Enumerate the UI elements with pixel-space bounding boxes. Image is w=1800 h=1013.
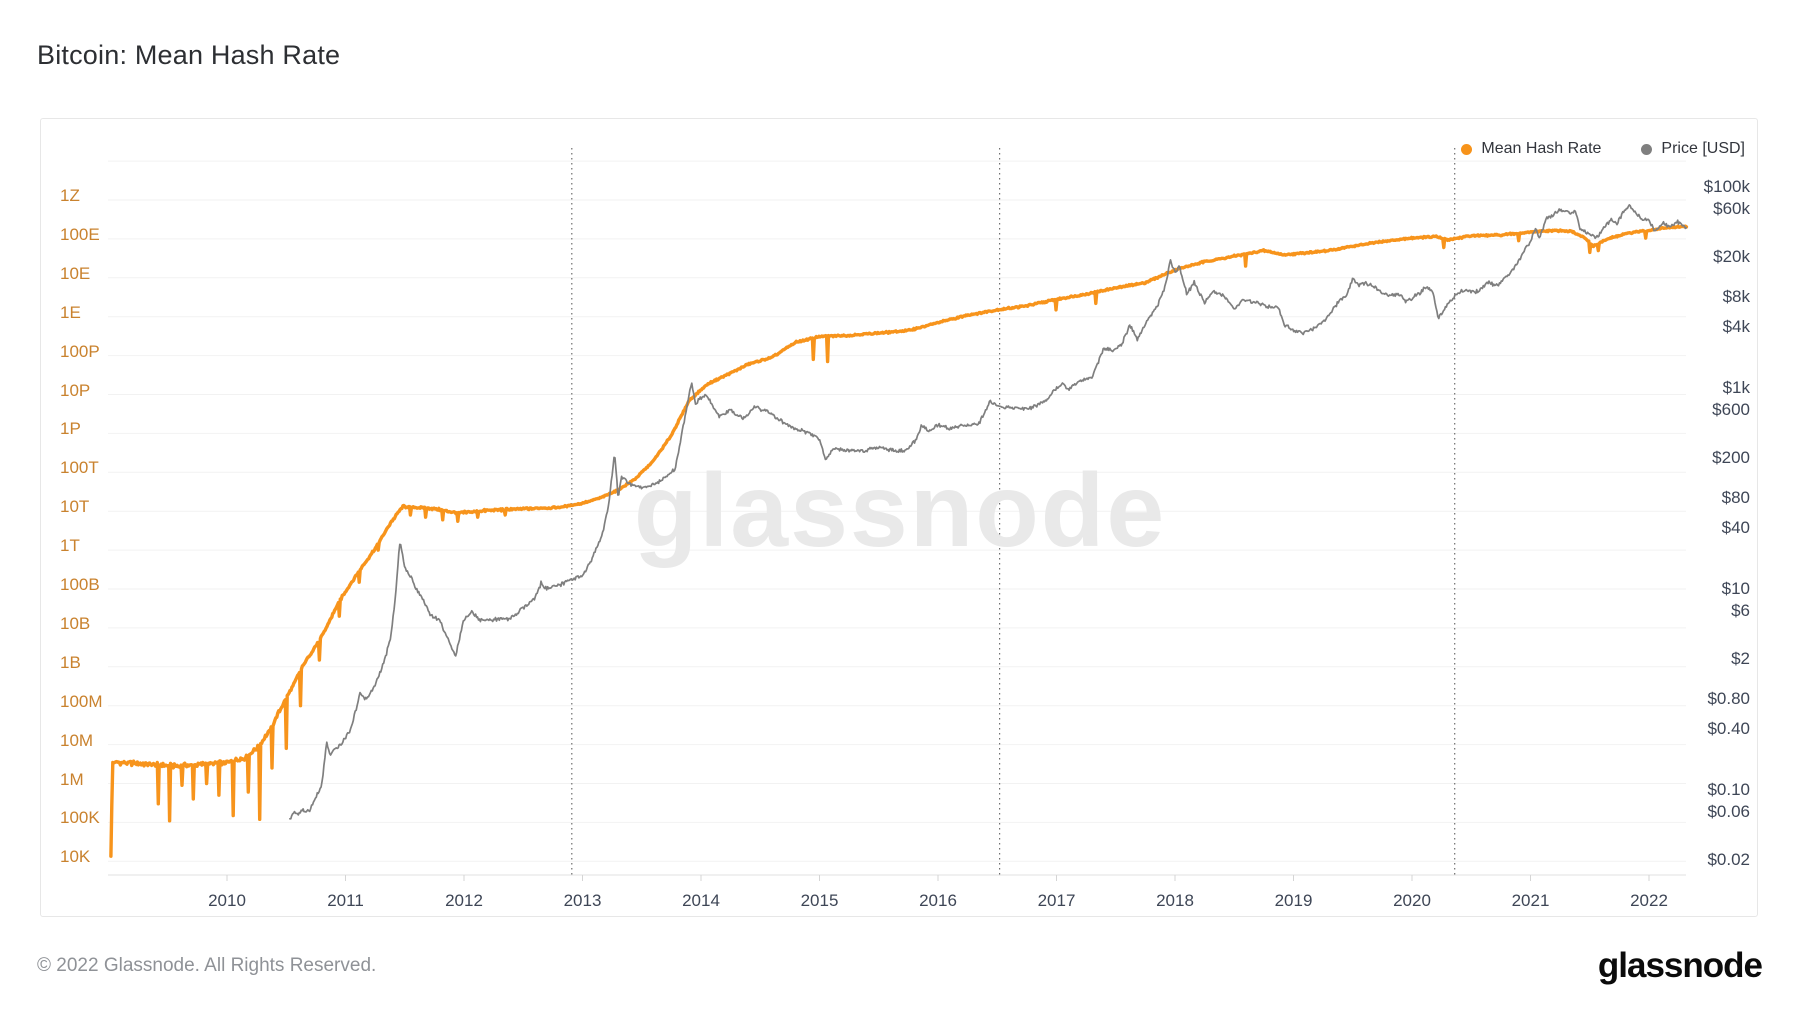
y-left-tick-label: 10P: [60, 380, 91, 400]
y-right-tick-label: $6: [1731, 601, 1750, 621]
legend-label-price-usd: Price [USD]: [1661, 140, 1745, 157]
y-right-tick-label: $0.10: [1707, 780, 1750, 799]
y-left-tick-label: 100P: [60, 341, 100, 361]
y-right-tick-label: $4k: [1722, 317, 1750, 337]
y-right-tick-label: $10: [1721, 579, 1750, 598]
chart-legend: Mean Hash Rate Price [USD]: [1461, 140, 1745, 158]
y-right-tick-label: $60k: [1713, 199, 1750, 219]
legend-dot-price-icon: [1641, 143, 1653, 155]
footer-copyright: © 2022 Glassnode. All Rights Reserved.: [37, 955, 377, 976]
y-left-tick-label: 10M: [60, 730, 94, 750]
watermark: glassnode: [634, 453, 1166, 569]
chart-plot: glassnode: [108, 148, 1689, 881]
legend-dot-hash-rate-icon: [1461, 143, 1473, 155]
x-axis-tick-label: 2018: [1156, 891, 1194, 910]
y-right-tick-label: $2: [1731, 649, 1750, 669]
y-left-tick-label: 100T: [60, 458, 99, 478]
x-axis-tick-label: 2021: [1511, 891, 1550, 910]
mean-hash-rate-line: [109, 224, 1689, 858]
y-right-tick-label: $20k: [1713, 247, 1750, 267]
x-axis-tick-label: 2016: [919, 891, 957, 910]
x-axis-tick-label: 2019: [1274, 891, 1313, 910]
x-axis-tick-label: 2010: [208, 891, 246, 910]
legend-item-price-usd[interactable]: Price [USD]: [1641, 140, 1745, 158]
y-left-tick-label: 1T: [60, 536, 80, 556]
y-right-tick-label: $0.06: [1707, 802, 1750, 822]
y-right-tick-label: $200: [1712, 448, 1750, 468]
y-left-tick-label: 1E: [60, 302, 81, 322]
y-right-tick-label: $8k: [1722, 287, 1750, 307]
y-left-tick-label: 10B: [60, 613, 91, 633]
glassnode-logo: glassnode: [1597, 946, 1763, 985]
x-axis-tick-label: 2011: [327, 891, 364, 910]
y-left-tick-label: 1B: [60, 652, 81, 672]
y-right-tick-label: $0.40: [1707, 719, 1750, 739]
y-left-tick-label: 1Z: [60, 186, 80, 205]
x-axis-tick-label: 2013: [563, 891, 602, 910]
x-axis-tick-label: 2014: [682, 891, 720, 910]
y-left-tick-label: 1P: [60, 419, 81, 439]
y-right-tick-label: $0.02: [1707, 850, 1750, 870]
x-axis-tick-label: 2020: [1393, 891, 1431, 910]
x-axis-tick-label: 2022: [1630, 891, 1668, 910]
price-usd-line: [288, 204, 1688, 820]
y-right-tick-label: $0.80: [1707, 689, 1750, 709]
legend-label-mean-hash-rate: Mean Hash Rate: [1481, 140, 1602, 157]
page-title: Bitcoin: Mean Hash Rate: [37, 40, 341, 70]
y-left-tick-label: 10T: [60, 497, 90, 517]
x-axis-tick-label: 2012: [445, 891, 483, 910]
y-right-tick-label: $600: [1712, 400, 1750, 420]
y-left-tick-label: 1M: [60, 769, 84, 789]
legend-item-mean-hash-rate[interactable]: Mean Hash Rate: [1461, 140, 1601, 158]
y-left-tick-label: 100K: [60, 808, 100, 828]
y-left-tick-label: 100E: [60, 224, 100, 244]
x-axis-tick-label: 2015: [800, 891, 839, 910]
y-right-tick-label: $1k: [1722, 378, 1750, 397]
y-left-tick-label: 100M: [60, 691, 103, 711]
x-axis-tick-label: 2017: [1037, 891, 1076, 910]
y-right-tick-label: $40: [1721, 518, 1750, 538]
y-left-tick-label: 10E: [60, 263, 91, 283]
y-right-tick-label: $100k: [1703, 177, 1750, 196]
y-left-tick-label: 10K: [60, 847, 91, 867]
y-right-tick-label: $80: [1721, 488, 1750, 508]
y-left-tick-label: 100B: [60, 575, 100, 594]
